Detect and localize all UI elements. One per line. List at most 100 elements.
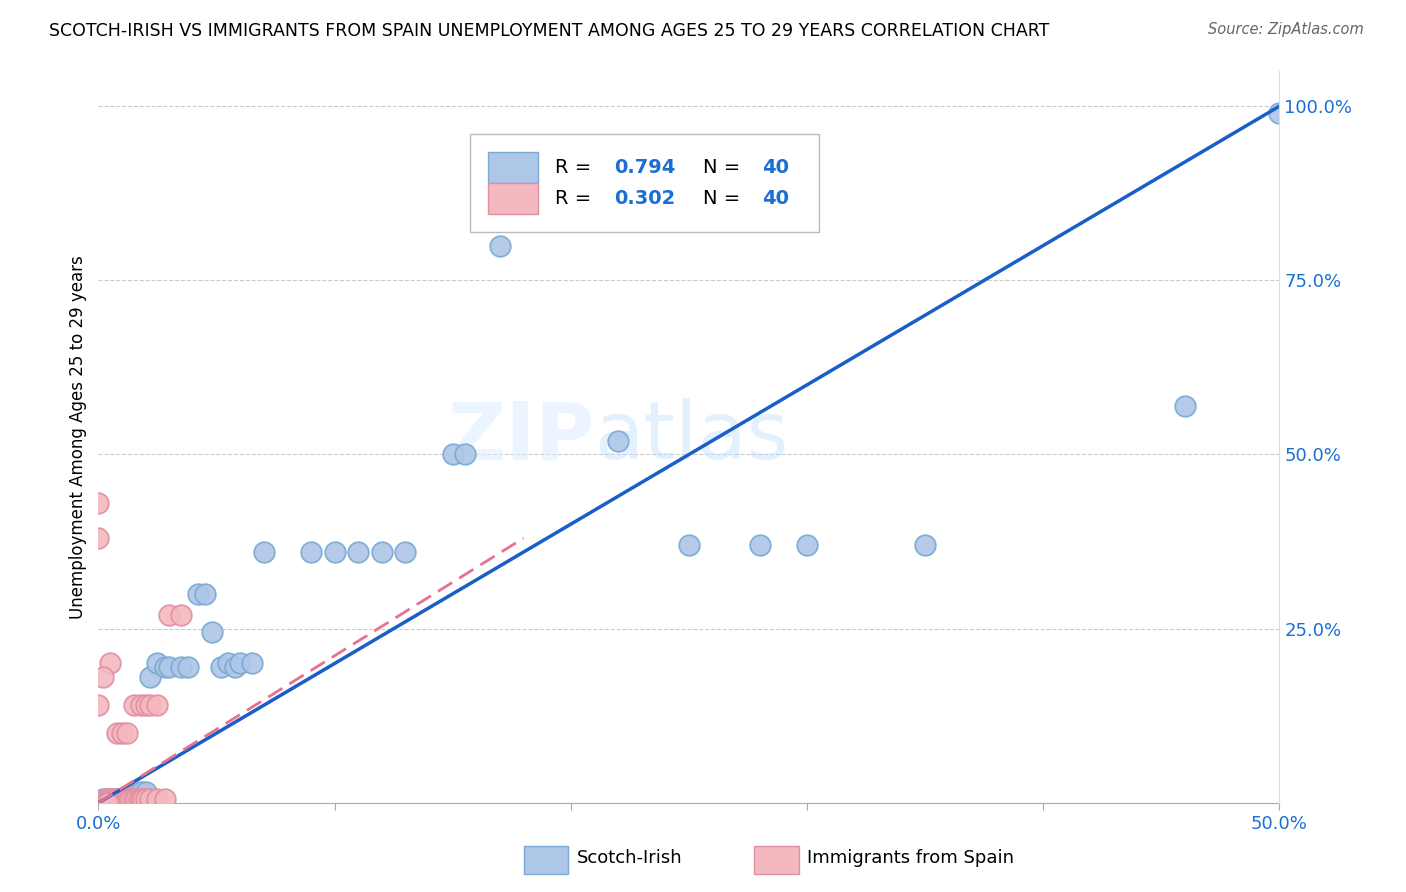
Point: [139, 792, 162, 806]
Point: [121, 792, 143, 806]
Point: [129, 785, 152, 799]
Point: [87, 531, 110, 545]
Text: N =: N =: [703, 189, 747, 208]
Point: [122, 698, 145, 713]
FancyBboxPatch shape: [488, 152, 537, 183]
Point: [170, 660, 193, 674]
Y-axis label: Unemployment Among Ages 25 to 29 years: Unemployment Among Ages 25 to 29 years: [69, 255, 87, 619]
Point: [101, 792, 124, 806]
Point: [299, 545, 322, 559]
Point: [111, 792, 134, 806]
Text: N =: N =: [703, 158, 747, 177]
FancyBboxPatch shape: [471, 134, 818, 232]
Text: Scotch-Irish: Scotch-Irish: [576, 848, 682, 867]
Point: [796, 538, 818, 552]
Text: ZIP: ZIP: [447, 398, 595, 476]
Point: [121, 789, 143, 803]
Text: 40: 40: [762, 189, 789, 208]
Text: 40: 40: [762, 158, 789, 177]
Point: [115, 792, 138, 806]
Point: [111, 792, 134, 806]
FancyBboxPatch shape: [754, 846, 799, 874]
Point: [87, 796, 110, 810]
Point: [91, 670, 114, 684]
Point: [229, 657, 252, 671]
Text: Source: ZipAtlas.com: Source: ZipAtlas.com: [1208, 22, 1364, 37]
FancyBboxPatch shape: [488, 183, 537, 214]
Point: [607, 434, 630, 448]
Point: [914, 538, 936, 552]
Point: [153, 792, 176, 806]
Point: [489, 238, 512, 252]
Point: [125, 792, 148, 806]
Point: [139, 670, 162, 684]
Point: [129, 698, 152, 713]
Point: [157, 607, 180, 622]
Point: [441, 448, 464, 462]
Point: [98, 657, 121, 671]
Point: [112, 792, 135, 806]
Point: [122, 792, 145, 806]
Point: [146, 698, 169, 713]
Point: [678, 538, 700, 552]
Point: [87, 496, 110, 510]
Point: [187, 587, 209, 601]
Point: [98, 792, 121, 806]
Point: [115, 726, 138, 740]
Point: [153, 660, 176, 674]
Point: [94, 792, 117, 806]
Point: [201, 625, 224, 640]
Point: [453, 448, 475, 462]
Point: [105, 726, 128, 740]
Point: [253, 545, 276, 559]
Point: [125, 788, 148, 802]
Point: [135, 698, 157, 713]
Point: [104, 792, 127, 806]
Point: [105, 792, 128, 806]
Point: [139, 698, 162, 713]
Point: [347, 545, 370, 559]
Point: [157, 660, 180, 674]
FancyBboxPatch shape: [523, 846, 568, 874]
Point: [224, 660, 246, 674]
Point: [209, 660, 232, 674]
Point: [394, 545, 416, 559]
Point: [1174, 399, 1197, 413]
Point: [111, 726, 134, 740]
Text: Immigrants from Spain: Immigrants from Spain: [807, 848, 1014, 867]
Point: [97, 796, 120, 810]
Point: [94, 796, 117, 810]
Point: [371, 545, 394, 559]
Point: [177, 660, 200, 674]
Text: 0.794: 0.794: [614, 158, 676, 177]
Point: [135, 785, 157, 799]
Point: [1268, 106, 1291, 120]
Point: [170, 607, 193, 622]
Text: R =: R =: [555, 189, 598, 208]
Point: [132, 792, 155, 806]
Text: SCOTCH-IRISH VS IMMIGRANTS FROM SPAIN UNEMPLOYMENT AMONG AGES 25 TO 29 YEARS COR: SCOTCH-IRISH VS IMMIGRANTS FROM SPAIN UN…: [49, 22, 1050, 40]
Point: [323, 545, 346, 559]
Point: [91, 796, 114, 810]
Point: [748, 538, 770, 552]
Point: [194, 587, 217, 601]
Point: [115, 789, 138, 803]
Point: [108, 792, 131, 806]
Point: [128, 792, 150, 806]
Point: [217, 657, 239, 671]
Point: [129, 792, 152, 806]
Point: [240, 657, 263, 671]
Point: [105, 792, 128, 806]
Point: [118, 792, 141, 806]
Point: [146, 792, 169, 806]
Point: [146, 657, 169, 671]
Point: [97, 792, 120, 806]
Point: [97, 792, 120, 806]
Text: atlas: atlas: [595, 398, 789, 476]
Point: [87, 698, 110, 713]
Point: [135, 792, 157, 806]
Point: [91, 792, 114, 806]
Text: R =: R =: [555, 158, 598, 177]
Text: 0.302: 0.302: [614, 189, 676, 208]
Point: [101, 792, 124, 806]
